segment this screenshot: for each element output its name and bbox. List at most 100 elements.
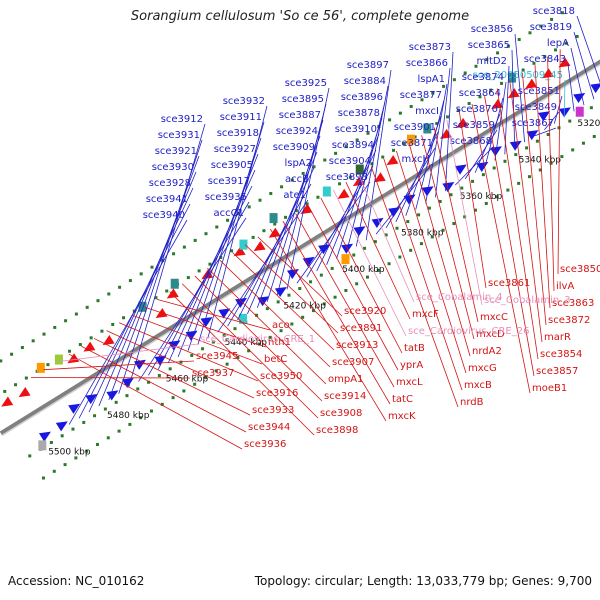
tick-dot [68, 349, 72, 353]
forward-gene-label-sce3865-leader [511, 49, 516, 149]
tick-dot [182, 245, 186, 249]
tick-dot [190, 353, 194, 357]
forward-gene-label-sce3859: sce3859 [453, 120, 495, 131]
reverse-gene-label-sce-cardiovirus-cre-1: sce_Cardiovirus_CRE_1 [200, 334, 315, 345]
tick-dot [575, 35, 579, 39]
reverse-gene-label-mxcg: mxcG [468, 363, 497, 374]
forward-gene-label-lspa1: lspA1 [417, 74, 445, 85]
forward-gene-label-accc1: accC1 [214, 208, 244, 219]
forward-gene-arrow [371, 217, 384, 228]
reverse-gene-label-ompa1: ompA1 [328, 374, 363, 385]
forward-gene-label-sce3864: sce3864 [459, 88, 501, 99]
forward-gene-label-sce3884-leader [355, 85, 389, 247]
tick-dot [413, 135, 417, 139]
forward-gene-arrow [454, 164, 467, 175]
tick-dot [323, 158, 327, 162]
forward-gene-label-sce3865: sce3865 [468, 40, 510, 51]
reverse-gene-label-mxck: mxcK [388, 411, 416, 422]
tick-dot [236, 355, 240, 359]
reverse-gene-label-sce-cardiovirus-cre-26-leader [333, 189, 407, 337]
feature-block [269, 213, 278, 224]
reverse-gene-label-sce3863-leader [534, 64, 551, 309]
forward-gene-label-lepa-leader [570, 47, 585, 106]
forward-gene-arrow [590, 83, 600, 94]
reverse-gene-label-sce3936: sce3936 [244, 439, 286, 450]
forward-gene-label-sce3921: sce3921 [155, 146, 197, 157]
reverse-gene-label-moeb1-leader [471, 103, 531, 394]
tick-dot [182, 389, 186, 393]
forward-gene-label-sce3871: sce3871 [391, 138, 433, 149]
tick-dot [193, 382, 197, 386]
tick-dot [344, 145, 348, 149]
tick-dot [500, 81, 504, 85]
feature-block [170, 278, 179, 289]
tick-dot [420, 98, 424, 102]
reverse-gene-label-nrda2-leader [408, 143, 471, 357]
tick-dot [165, 289, 169, 293]
tick-dot [60, 434, 64, 438]
forward-gene-label-sce3911: sce3911 [220, 112, 262, 123]
reverse-gene-label-moeb1: moeB1 [532, 383, 567, 394]
tick-dot [64, 319, 68, 323]
tick-dot [452, 222, 456, 226]
reverse-gene-label-betc-leader [131, 314, 263, 365]
reverse-gene-label-sce3937: sce3937 [192, 368, 234, 379]
tick-dot [265, 307, 269, 311]
reverse-gene-label-sce3914-leader [194, 275, 323, 402]
tick-dot [456, 108, 460, 112]
tick-dot [230, 249, 234, 253]
forward-gene-label-sce3884: sce3884 [344, 76, 386, 87]
forward-gene-label-mxch: mxcH [401, 154, 430, 165]
tick-dot [334, 151, 338, 155]
tick-dot [89, 336, 93, 340]
reverse-gene-label-sce-cobalamin-3-leader [446, 119, 483, 306]
reverse-gene-label-sce-cardiovirus-cre-26: sce_Cardiovirus_CRE_26 [408, 326, 529, 337]
tick-dot [41, 476, 45, 480]
forward-gene-arrow [185, 330, 198, 341]
tick-dot [592, 135, 596, 139]
tick-dot [312, 165, 316, 169]
feature-block [322, 186, 331, 197]
tick-dot [449, 193, 453, 197]
reverse-gene-label-sce3898-leader [169, 291, 315, 436]
forward-gene-label-accb-leader [227, 183, 312, 327]
reverse-gene-label-aco: aco [272, 320, 290, 331]
forward-gene-label-sce3895: sce3895 [282, 94, 324, 105]
tick-dot [474, 64, 478, 68]
tick-dot [355, 138, 359, 142]
forward-gene-label-sce3932: sce3932 [223, 96, 265, 107]
forward-gene-label-sce3868: sce3868 [450, 136, 492, 147]
tick-dot [20, 346, 24, 350]
tick-dot [117, 429, 121, 433]
tick-dot [78, 343, 82, 347]
forward-gene-label-sce3904: sce3904 [329, 156, 371, 167]
tick-dot [74, 312, 78, 316]
forward-gene-label-sce3910: sce3910 [335, 124, 377, 135]
reverse-gene-arrow [386, 155, 399, 166]
tick-dot [63, 463, 67, 467]
tick-dot [52, 469, 56, 473]
tick-dot [546, 132, 550, 136]
forward-gene-label-sce3927: sce3927 [214, 144, 256, 155]
forward-gene-label-lepa: lepA [547, 38, 569, 49]
tick-dot [333, 295, 337, 299]
tick-dot [247, 205, 251, 209]
forward-gene-label-sce3887: sce3887 [279, 110, 321, 121]
reverse-gene-label-mxcd-leader [421, 135, 475, 340]
tick-dot [290, 178, 294, 182]
forward-gene-label-mltd2: mltD2 [476, 56, 507, 67]
tick-dot [363, 246, 367, 250]
reverse-gene-arrow [102, 335, 115, 346]
tick-dot [28, 454, 32, 458]
tick-dot [527, 175, 531, 179]
tick-dot [388, 118, 392, 122]
tick-dot [208, 262, 212, 266]
tick-dot [276, 300, 280, 304]
tick-dot [96, 299, 100, 303]
tick-dot [255, 313, 259, 317]
tick-dot [268, 335, 272, 339]
tick-dot [373, 240, 377, 244]
forward-gene-label-sce3894: sce3894 [332, 140, 374, 151]
